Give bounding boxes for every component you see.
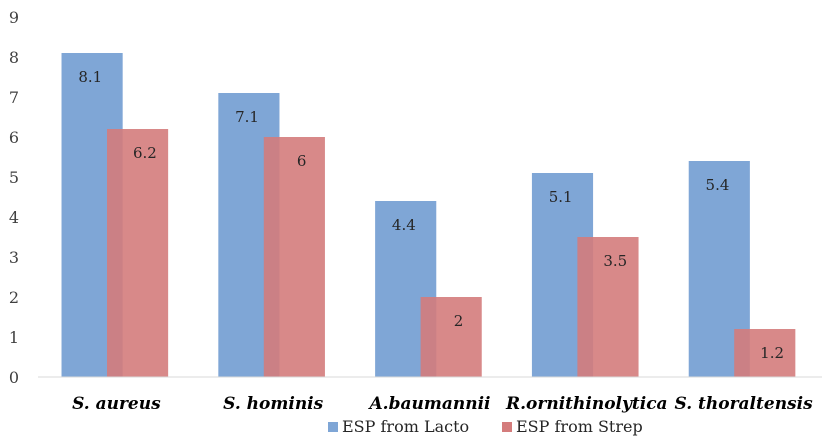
bars: 8.1 6.2 7.1 6 4.4 2 5.1 3.5 5.4 1.2 — [61, 53, 796, 377]
category-label: R.ornithinolytica — [505, 394, 668, 414]
bar-strep — [734, 329, 796, 377]
category-labels: S. aureus S. hominis A.baumannii R.ornithin… — [72, 394, 813, 414]
data-label: 6.2 — [133, 144, 157, 162]
data-label: 4.4 — [392, 216, 416, 234]
bar-strep — [263, 137, 325, 377]
data-label: 3.5 — [603, 252, 627, 270]
legend-swatch — [502, 422, 512, 432]
y-tick-label: 8 — [9, 48, 19, 67]
y-tick-label: 5 — [9, 168, 19, 187]
data-label: 5.4 — [706, 176, 730, 194]
y-tick-label: 6 — [9, 128, 19, 147]
y-tick-label: 4 — [9, 208, 19, 227]
category-label: S. thoraltensis — [675, 394, 814, 414]
bar-strep — [577, 237, 639, 377]
data-label: 1.2 — [760, 344, 784, 362]
y-tick-label: 7 — [9, 88, 19, 107]
legend-label: ESP from Lacto — [342, 417, 469, 436]
y-axis-ticks: 0 1 2 3 4 5 6 7 8 9 — [9, 8, 19, 387]
y-tick-label: 3 — [9, 248, 19, 267]
data-label: 7.1 — [235, 108, 259, 126]
category-label: S. aureus — [72, 394, 161, 414]
data-label: 6 — [297, 152, 307, 170]
legend: ESP from Lacto ESP from Strep — [328, 417, 643, 436]
y-tick-label: 0 — [9, 368, 19, 387]
y-tick-label: 1 — [9, 328, 19, 347]
legend-swatch — [328, 422, 338, 432]
legend-label: ESP from Strep — [516, 417, 643, 436]
category-label: S. hominis — [223, 394, 323, 414]
data-label: 2 — [454, 312, 464, 330]
bar-strep — [106, 129, 169, 377]
y-tick-label: 2 — [9, 288, 19, 307]
bar-strep — [420, 297, 482, 377]
data-label: 5.1 — [549, 188, 573, 206]
data-label: 8.1 — [78, 68, 102, 86]
category-label: A.baumannii — [367, 394, 490, 414]
y-tick-label: 9 — [9, 8, 19, 27]
